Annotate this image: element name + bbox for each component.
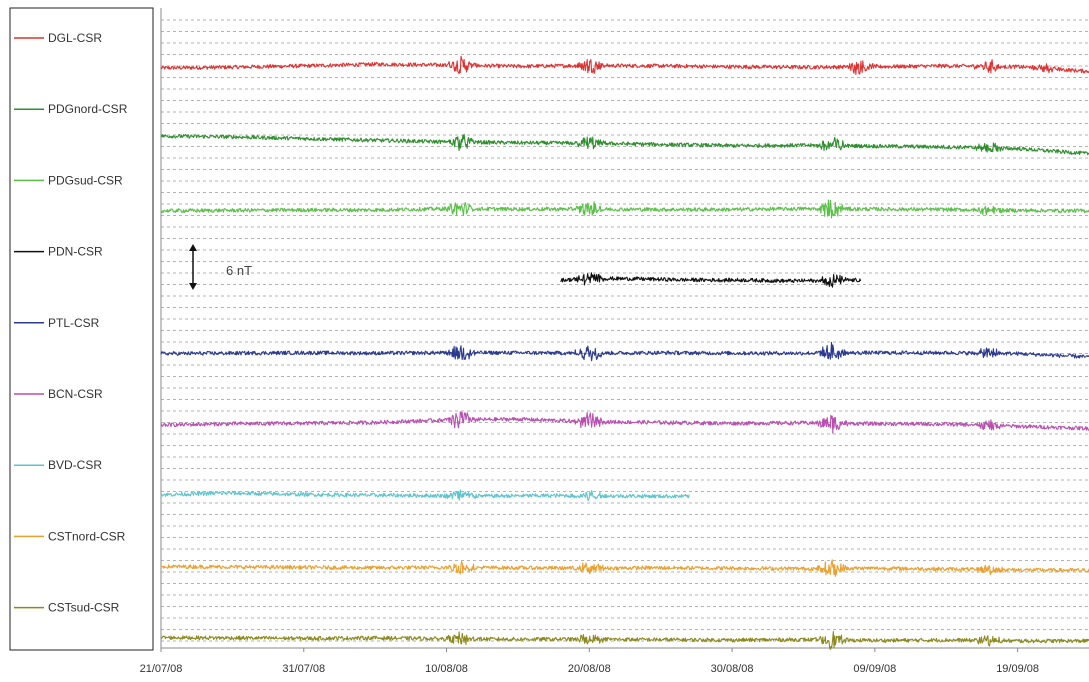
gridlines <box>161 19 1089 642</box>
scale-bar-label: 6 nT <box>226 263 252 278</box>
series-line-bcn-csr <box>160 411 1089 434</box>
series-line-cstnord-csr <box>160 559 1089 577</box>
legend-label: CSTnord-CSR <box>48 529 126 543</box>
series-line-bvd-csr <box>160 489 690 501</box>
legend-label: BCN-CSR <box>48 387 103 401</box>
legend-label: DGL-CSR <box>48 31 102 45</box>
x-tick-label: 21/07/08 <box>140 663 183 675</box>
x-tick-label: 09/09/08 <box>853 663 896 675</box>
scale-bar-arrow-up-icon <box>189 244 197 251</box>
legend-label: PDGsud-CSR <box>48 173 123 187</box>
series-line-dgl-csr <box>160 55 1089 75</box>
series-line-pdgsud-csr <box>160 199 1089 219</box>
legend-label: PDN-CSR <box>48 245 103 259</box>
legend: DGL-CSR PDGnord-CSR PDGsud-CSR PDN-CSR PTL-C… <box>14 31 128 615</box>
x-tick-label: 19/09/08 <box>996 663 1039 675</box>
legend-label: PDGnord-CSR <box>48 102 128 116</box>
x-tick-label: 31/07/08 <box>282 663 325 675</box>
legend-label: BVD-CSR <box>48 458 102 472</box>
legend-label: PTL-CSR <box>48 316 100 330</box>
series-line-pdn-csr <box>560 272 862 288</box>
series-line-ptl-csr <box>160 341 1089 362</box>
x-tick-label: 30/08/08 <box>711 663 754 675</box>
x-tick-label: 20/08/08 <box>568 663 611 675</box>
series-line-cstsud-csr <box>160 630 1089 650</box>
x-axis-ticks: 21/07/08 31/07/08 10/08/08 20/08/08 30/08/08… <box>140 648 1039 675</box>
scale-bar-arrow-down-icon <box>189 283 197 290</box>
series-lines <box>160 55 1089 650</box>
legend-box <box>9 7 154 651</box>
series-line-pdgnord-csr <box>160 133 1089 156</box>
x-tick-label: 10/08/08 <box>425 663 468 675</box>
scale-bar: 6 nT <box>189 244 252 290</box>
legend-label: CSTsud-CSR <box>48 601 120 615</box>
